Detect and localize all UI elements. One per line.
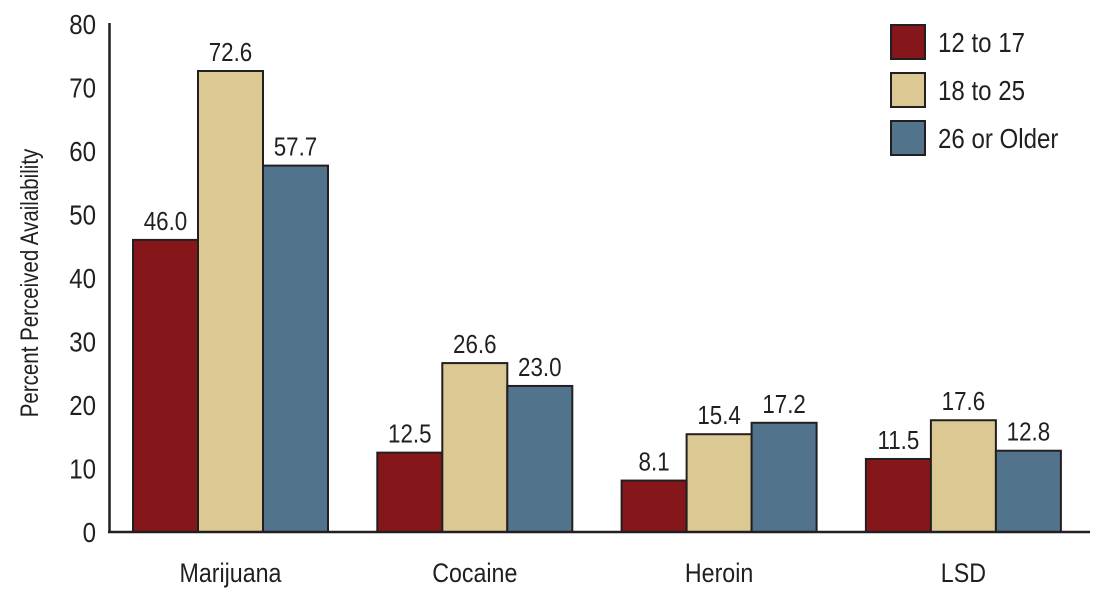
x-tick-label: Cocaine — [432, 558, 517, 588]
y-tick-label: 80 — [69, 8, 96, 40]
bar-heroin-3 — [750, 421, 818, 533]
y-tick-label: 0 — [83, 516, 96, 548]
bar-heroin-2 — [685, 433, 753, 533]
y-tick-label: 60 — [69, 135, 96, 167]
legend-label: 18 to 25 — [938, 74, 1025, 106]
data-label: 11.5 — [877, 426, 919, 455]
data-label: 23.0 — [518, 353, 561, 382]
x-tick-label: LSD — [941, 558, 986, 588]
data-label: 15.4 — [697, 402, 740, 431]
data-label: 17.6 — [942, 388, 985, 417]
bar-cocaine-2 — [441, 362, 509, 533]
bar-heroin-1 — [620, 479, 688, 534]
legend-swatch — [890, 24, 926, 60]
bar-lsd-2 — [929, 419, 997, 533]
data-label: 12.5 — [388, 420, 431, 449]
y-axis-label: Percent Perceived Availability — [15, 148, 43, 417]
bar-lsd-3 — [994, 449, 1062, 533]
bar-cocaine-1 — [376, 451, 444, 533]
y-tick-label: 70 — [69, 72, 96, 104]
data-label: 12.8 — [1007, 418, 1050, 447]
data-label: 57.7 — [274, 133, 317, 162]
legend-label: 26 or Older — [938, 122, 1059, 154]
data-label: 72.6 — [209, 38, 252, 67]
y-tick-label: 50 — [69, 199, 96, 231]
data-label: 8.1 — [639, 448, 670, 477]
data-label: 26.6 — [453, 331, 496, 360]
bar-marijuana-2 — [197, 69, 264, 534]
bar-marijuana-3 — [262, 164, 329, 533]
data-label: 17.2 — [762, 390, 805, 419]
data-label: 46.0 — [144, 207, 187, 236]
bar-lsd-1 — [864, 457, 932, 534]
y-tick-label: 30 — [69, 326, 96, 358]
y-tick-label: 10 — [69, 453, 96, 485]
bar-cocaine-3 — [506, 384, 574, 534]
x-tick-label: Heroin — [685, 558, 753, 588]
legend-swatch — [890, 72, 926, 108]
y-tick-label: 20 — [69, 389, 96, 421]
bar-marijuana-1 — [132, 238, 199, 533]
legend-label: 12 to 17 — [938, 26, 1025, 58]
y-tick-label: 40 — [69, 262, 96, 294]
legend-swatch — [890, 120, 926, 156]
x-tick-label: Marijuana — [180, 558, 282, 588]
